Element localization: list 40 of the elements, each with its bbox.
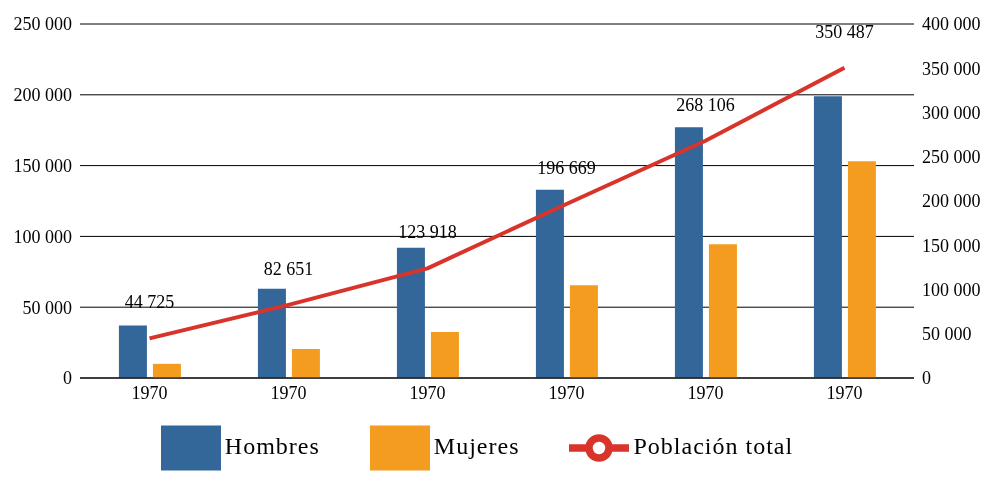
- y2-tick-label: 150 000: [922, 235, 981, 256]
- bar: [708, 244, 737, 378]
- x-tick-label: 1970: [548, 382, 585, 403]
- x-tick-label: 1970: [826, 382, 863, 403]
- y-tick-label: 100 000: [13, 226, 72, 247]
- bar: [118, 325, 147, 378]
- y-tick-label: 50 000: [22, 297, 72, 318]
- bar: [257, 288, 286, 378]
- bar: [152, 363, 181, 378]
- y2-tick-label: 0: [922, 368, 931, 389]
- legend-label: Hombres: [224, 432, 320, 459]
- y-tick-label: 250 000: [13, 14, 72, 35]
- y2-tick-label: 300 000: [922, 102, 981, 123]
- legend-label: Mujeres: [433, 432, 520, 459]
- data-label: 350 487: [815, 21, 874, 42]
- y2-tick-label: 350 000: [922, 58, 981, 79]
- bar: [396, 247, 425, 378]
- y2-tick-label: 100 000: [922, 279, 981, 300]
- data-label: 268 106: [676, 94, 735, 115]
- x-tick-label: 1970: [409, 382, 446, 403]
- legend-label: Población total: [633, 432, 794, 459]
- y2-tick-label: 50 000: [922, 324, 972, 345]
- y-tick-label: 150 000: [13, 155, 72, 176]
- x-tick-label: 1970: [131, 382, 168, 403]
- bar: [674, 127, 703, 378]
- y2-tick-label: 400 000: [922, 14, 981, 35]
- y-tick-label: 200 000: [13, 85, 72, 106]
- data-label: 82 651: [263, 258, 314, 279]
- y2-tick-label: 200 000: [922, 191, 981, 212]
- bar: [847, 161, 876, 378]
- x-tick-label: 1970: [270, 382, 307, 403]
- bar: [569, 285, 598, 378]
- bar: [813, 96, 842, 378]
- y2-tick-label: 250 000: [922, 147, 981, 168]
- x-tick-label: 1970: [687, 382, 724, 403]
- y-tick-label: 0: [63, 368, 72, 389]
- line-series: [147, 65, 847, 341]
- bar: [291, 348, 320, 378]
- bar: [430, 331, 459, 378]
- bar: [535, 189, 564, 378]
